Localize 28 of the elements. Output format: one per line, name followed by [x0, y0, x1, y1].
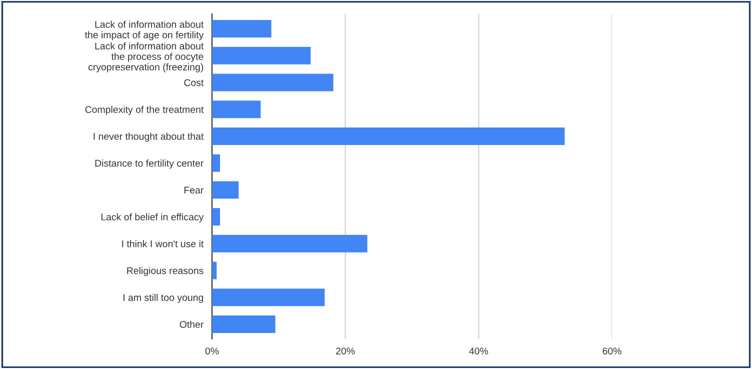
x-tick-label: 60%: [602, 348, 622, 354]
bar: [212, 46, 311, 64]
y-tick-label: Religious reasons: [127, 266, 204, 276]
bar: [212, 316, 276, 333]
y-tick-label: Complexity of the treatment: [85, 106, 204, 115]
y-tick-label: I never thought about that: [94, 132, 204, 142]
bar: [212, 74, 334, 92]
y-tick-label: Other: [180, 320, 204, 328]
x-tick-label: 40%: [469, 348, 488, 354]
bar: [212, 262, 217, 280]
bar: [212, 181, 239, 199]
y-tick-label: Fear: [184, 186, 204, 194]
y-tick-label: Lack of information about the impact of age on fertility: [84, 20, 204, 40]
x-tick-label: 20%: [336, 348, 355, 354]
bar: [212, 234, 368, 252]
bar: [212, 154, 220, 172]
y-tick-label: I am still too young: [124, 294, 204, 303]
bar: [212, 100, 261, 118]
bar: [212, 288, 325, 306]
x-tick-label: 0%: [205, 348, 219, 354]
bar: [212, 127, 565, 145]
y-tick-label: Lack of belief in efficacy: [101, 213, 204, 222]
y-tick-label: Distance to fertility center: [95, 160, 204, 169]
y-tick-label: Cost: [184, 79, 204, 86]
bar: [212, 208, 220, 226]
y-tick-label: I think I won't use it: [122, 240, 204, 248]
y-tick-label: Lack of information about the process of oocyte cryopreservation (freezing): [88, 42, 204, 72]
bar: [212, 20, 272, 38]
